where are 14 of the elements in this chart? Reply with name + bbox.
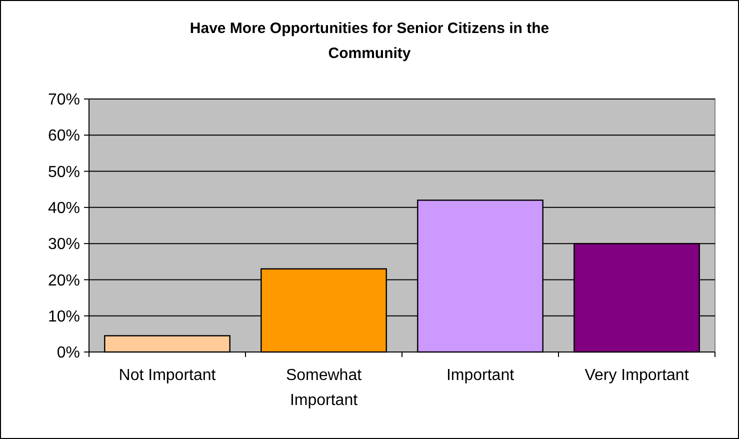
y-tick-label: 30% <box>48 236 80 254</box>
bar <box>104 335 230 353</box>
chart-title: Have More Opportunities for Senior Citizens in the Community <box>190 20 550 62</box>
y-tick-label: 10% <box>48 308 80 326</box>
y-tick-label: 0% <box>56 344 80 362</box>
x-tick-label: Somewhat Important <box>286 367 362 409</box>
x-tick-label: Not Important <box>118 367 216 384</box>
x-tick-label: Very Important <box>584 367 690 384</box>
y-tick-label: 40% <box>48 200 80 218</box>
y-tick-label: 70% <box>48 92 80 109</box>
x-tick-label: Important <box>446 367 515 384</box>
y-tick-label: 60% <box>48 128 80 145</box>
y-tick-label: 20% <box>48 272 80 290</box>
y-tick-label: 50% <box>48 164 80 181</box>
